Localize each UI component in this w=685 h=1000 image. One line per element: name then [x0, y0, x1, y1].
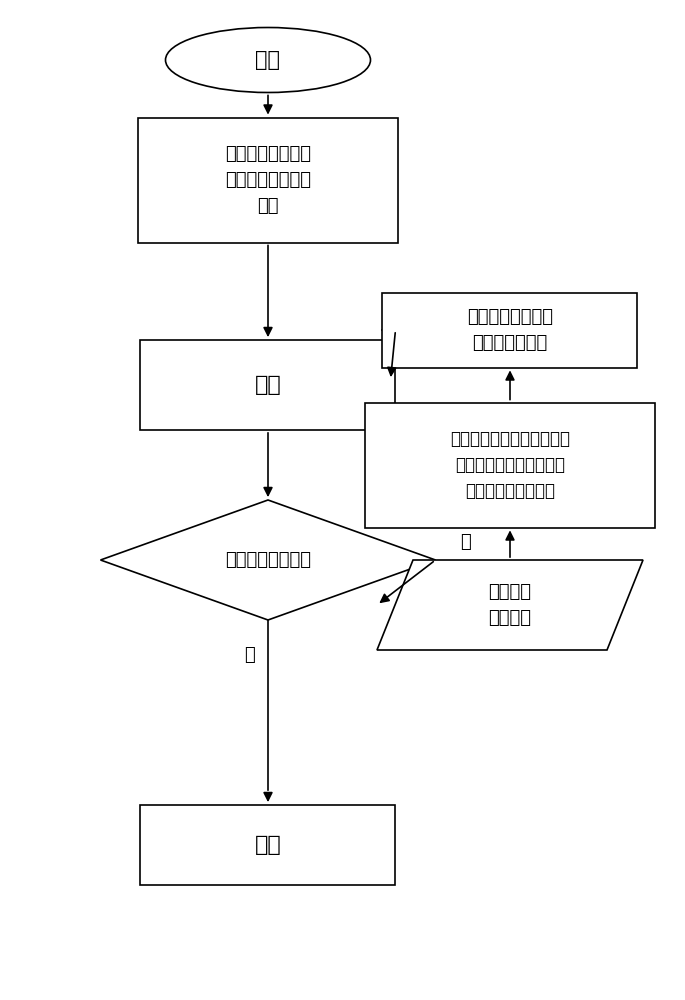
Text: 是: 是 — [460, 533, 471, 551]
Text: 结束: 结束 — [255, 835, 282, 855]
Polygon shape — [377, 560, 643, 650]
Text: 否: 否 — [245, 646, 256, 664]
Bar — [140, 805, 395, 885]
Bar — [140, 340, 395, 430]
Text: 输出实际
偏差文件: 输出实际 偏差文件 — [488, 583, 532, 627]
Bar — [138, 117, 398, 242]
Text: 将新标定文件加载
至标定控制程序: 将新标定文件加载 至标定控制程序 — [467, 308, 553, 352]
Bar — [365, 402, 655, 528]
Polygon shape — [101, 500, 436, 620]
Text: 将初始标定文件和实际偏差
文件共同输入标定计算程
序，得出新标定文件: 将初始标定文件和实际偏差 文件共同输入标定计算程 序，得出新标定文件 — [450, 430, 570, 500]
Text: 打开标定控制程序
并且加载初始标定
文件: 打开标定控制程序 并且加载初始标定 文件 — [225, 145, 311, 215]
Text: 打印: 打印 — [255, 375, 282, 395]
Text: 开始: 开始 — [256, 50, 280, 70]
Bar — [382, 292, 638, 367]
Text: 判断是否需要校准: 判断是否需要校准 — [225, 551, 311, 569]
